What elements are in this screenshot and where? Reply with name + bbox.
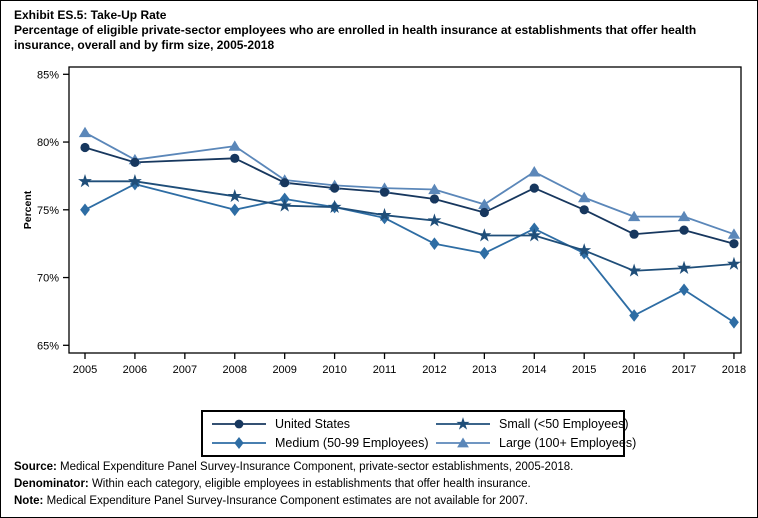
svg-text:2012: 2012 [422,364,446,376]
footnote-block: Source: Medical Expenditure Panel Survey… [14,459,754,510]
svg-text:75%: 75% [37,205,59,217]
svg-text:2008: 2008 [223,364,247,376]
legend-label: Small (<50 Employees) [499,416,629,431]
legend-label: Large (100+ Employees) [499,436,637,451]
svg-text:2017: 2017 [672,364,696,376]
chart-subtitle: Percentage of eligible private-sector em… [14,23,697,52]
svg-text:2015: 2015 [572,364,596,376]
title-block: Exhibit ES.5: Take-Up Rate Percentage of… [14,8,744,53]
svg-text:2007: 2007 [173,364,197,376]
svg-text:80%: 80% [37,137,59,149]
legend-entry-medium: Medium (50-99 Employees) [211,435,435,451]
svg-text:2014: 2014 [522,364,546,376]
note-label: Note: [14,495,44,507]
takeup-rate-line-chart: 85% 80% 75% 70% 65% 2005 2006 2007 2008 2009 2010 2… [22,66,746,376]
note-text: Medical Expenditure Panel Survey-Insuran… [43,495,528,507]
source-label: Source: [14,461,57,473]
svg-text:2005: 2005 [73,364,97,376]
legend-entry-united-states: United States [211,416,435,432]
diamond-marker-icon [212,437,266,450]
chart-legend: United States Small (<50 Employees) Medi… [201,410,636,457]
svg-text:2009: 2009 [272,364,296,376]
svg-text:2011: 2011 [373,364,397,376]
svg-text:65%: 65% [37,340,59,352]
svg-text:2016: 2016 [622,364,646,376]
legend-label: Medium (50-99 Employees) [275,436,429,451]
denominator-note: Denominator: Within each category, eligi… [14,476,754,493]
availability-note: Note: Medical Expenditure Panel Survey-I… [14,493,754,510]
svg-text:2018: 2018 [722,364,746,376]
svg-text:2006: 2006 [123,364,147,376]
legend-entry-large: Large (100+ Employees) [435,435,636,451]
denominator-text: Within each category, eligible employees… [88,478,531,490]
source-note: Source: Medical Expenditure Panel Survey… [14,459,754,476]
svg-text:70%: 70% [37,273,59,285]
legend-entry-small: Small (<50 Employees) [435,416,636,432]
svg-text:Percent: Percent [22,190,34,229]
svg-text:2013: 2013 [472,364,496,376]
legend-label: United States [275,416,351,431]
source-text: Medical Expenditure Panel Survey-Insuran… [56,461,574,473]
denominator-label: Denominator: [14,478,89,490]
svg-text:85%: 85% [37,69,59,81]
circle-marker-icon [212,419,266,429]
star-marker-icon [436,416,490,430]
exhibit-title: Exhibit ES.5: Take-Up Rate [14,8,167,22]
svg-text:2010: 2010 [322,364,346,376]
triangle-marker-icon [436,437,490,448]
